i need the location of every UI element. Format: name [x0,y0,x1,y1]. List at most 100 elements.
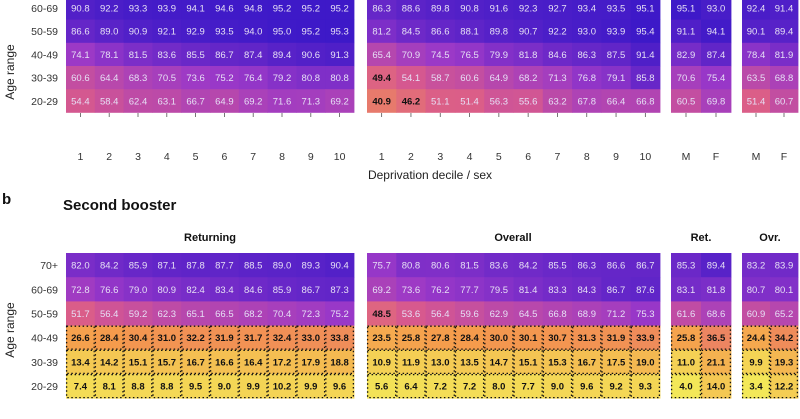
panel-a-group-1-cell-label: 84.6 [548,50,567,61]
panel-b-group-1-cell-label: 71.2 [607,309,626,320]
panel-a-group-1-cell [484,19,514,44]
panel-b-group-1-cell-label: 30.0 [490,333,509,344]
panel-a-group-2-cell-label: 60.5 [677,96,696,107]
panel-a-group-2-cell-label: 69.8 [707,96,726,107]
panel-a-group-1-cell [367,66,397,90]
panel-a-group-1-cell-label: 93.0 [578,27,597,38]
panel-a-group-1-cell [425,0,456,21]
panel-a-group-1-cell-label: 66.4 [607,96,626,107]
panel-a-group-0-cell-label: 58.4 [100,96,119,107]
panel-a-group-3-cell [742,89,771,113]
panel-a-group-1-cell [484,66,514,90]
panel-b-group-1-cell-label: 86.7 [607,285,626,296]
panel-b-group-1-cell [513,349,544,375]
panel-b-group-0-cell-label: 68.2 [244,309,263,320]
panel-b-group-1-cell-label: 7.2 [463,382,476,393]
panel-b-group-1-cell [367,349,397,375]
panel-b-group-0-cell [325,277,355,302]
panel-b-group-3-cell-marker [769,349,799,375]
panel-a-x-tick: 1 [77,151,83,163]
panel-b-group-2-cell-marker [670,325,702,350]
panel-a-x-tick: 10 [334,151,346,163]
panel-a-group-1-cell-label: 64.9 [490,73,509,84]
panel-b-group-0-cell [152,325,182,351]
panel-a-group-1-cell-label: 90.7 [519,27,538,38]
panel-a-group-0-cell [66,0,96,21]
panel-a-group-0-cell-label: 62.4 [129,96,148,107]
panel-a-group-0-cell [94,89,124,113]
panel-b-group-1-cell-marker [601,325,631,350]
panel-b-group-1-cell [601,253,632,278]
panel-a-group-1-cell [572,19,602,44]
panel-b-group-0-cell [210,325,240,351]
panel-b-group-1-cell [601,349,632,375]
panel-a-group-0-cell-label: 89.4 [273,50,292,61]
panel-b-group-0-cell-marker [209,325,239,350]
panel-b-group-0-cell-label: 87.8 [186,261,205,272]
panel-a-group-0-cell [325,66,355,90]
panel-b-group-0-cell [325,349,355,375]
panel-b-group-1-cell-marker [601,349,631,375]
panel-b-group-0-cell-label: 26.6 [71,333,90,344]
panel-b-row-tick: 20-29 [31,381,58,393]
panel-b-group-0-cell-label: 65.1 [186,309,205,320]
panel-b-group-0-cell-label: 33.0 [302,333,321,344]
panel-a-group-0-cell-label: 95.0 [273,27,292,38]
panel-a-x-tick: 7 [555,151,561,163]
panel-b-group-0-cell-label: 56.4 [100,309,119,320]
panel-b-group-2-cell-marker [670,349,702,375]
panel-a-group-3-cell [770,66,799,90]
panel-b-group-1-cell [454,349,485,375]
panel-b-group-1-cell-label: 5.6 [375,382,388,393]
panel-b-group-1-cell-marker [630,325,661,350]
panel-b-group-3-cell [742,325,771,351]
panel-b-group-1-cell-marker [396,373,426,399]
panel-b-group-0-cell-label: 32.2 [186,333,205,344]
panel-b-group-1-cell [630,374,661,399]
panel-b-group-1-cell-label: 81.5 [460,261,479,272]
panel-a-group-3-cell [770,42,799,67]
strip-overall: Overall [494,232,531,244]
panel-a-group-1-cell-label: 86.3 [372,4,391,15]
panel-b-group-1-cell [454,325,485,351]
panel-b-group-1-cell-label: 84.3 [578,285,597,296]
panel-a-group-3-cell-label: 81.9 [775,50,794,61]
panel-b-group-1-cell-marker [572,325,602,350]
panel-b-group-1-cell [484,325,514,351]
panel-b-group-3-cell-label: 24.4 [747,333,766,344]
panel-a-group-0-cell [210,89,240,113]
panel-b-group-1-cell [542,349,573,375]
panel-a-group-1-cell [484,89,514,113]
panel-a-group-0-cell-label: 79.2 [273,73,292,84]
panel-b-group-0-cell-label: 33.8 [330,333,349,344]
panel-a-group-1-cell [454,19,485,44]
panel-b-group-0-cell [210,277,240,302]
panel-a-group-0-cell-label: 90.6 [302,50,321,61]
panel-a-group-0-cell-label: 80.8 [302,73,321,84]
panel-b-group-1-cell-marker [513,325,543,350]
panel-a-group-1-cell-label: 86.6 [431,27,450,38]
panel-b-group-0-cell [267,349,297,375]
panel-b-group-0-cell-marker [267,325,297,350]
panel-b-group-1-cell [425,325,456,351]
panel-b-group-1-cell [513,253,544,278]
panel-a-x-tick: M [752,151,761,163]
panel-a-x-tick: 9 [308,151,314,163]
panel-b-group-1-cell [513,277,544,302]
panel-b-group-3-cell-label: 34.2 [775,333,794,344]
panel-a-group-1-cell [513,89,544,113]
panel-b-group-1-cell-marker [542,349,573,375]
panel-b-group-0-cell [325,301,355,326]
panel-a-x-tick: 3 [135,151,141,163]
panel-b-group-2-cell-label: 25.8 [677,333,696,344]
panel-b-group-0-cell-marker [94,373,124,399]
panel-b-group-1-cell-label: 56.4 [431,309,450,320]
panel-a-group-0-cell-label: 71.3 [302,96,321,107]
panel-a-group-0-cell-label: 95.2 [273,4,292,15]
panel-a-group-1-cell [601,19,632,44]
panel-b-group-0-cell-label: 59.2 [129,309,148,320]
panel-b-group-0-cell [123,253,153,278]
panel-b-group-1-cell-marker [366,373,397,399]
panel-b-group-0-cell-label: 87.3 [330,285,349,296]
panel-b-group-1-cell [513,374,544,399]
